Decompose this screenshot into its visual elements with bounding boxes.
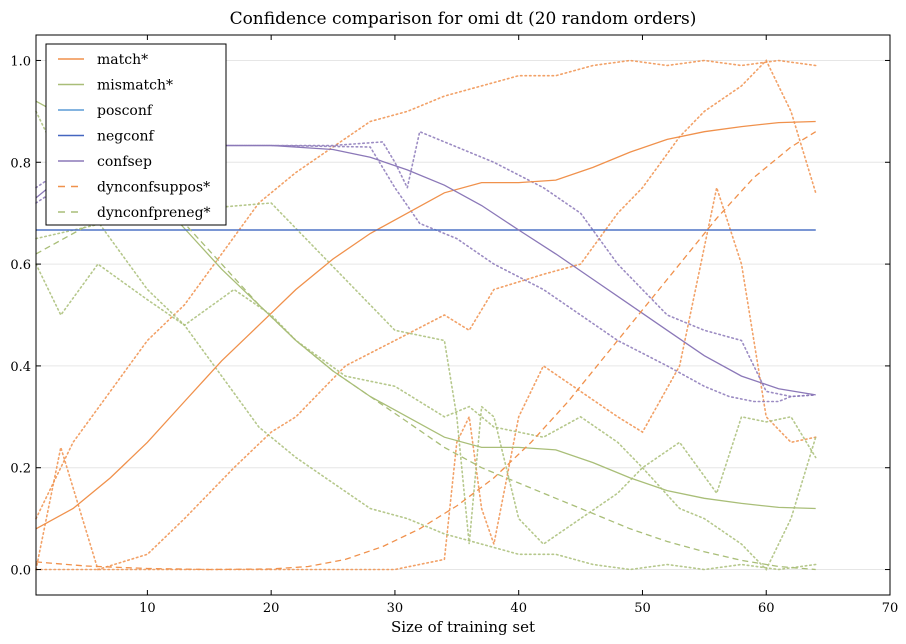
x-tick-label: 40 xyxy=(510,601,527,616)
run-line-dotted xyxy=(35,184,817,571)
legend-label: dynconfpreneg* xyxy=(97,205,211,221)
run-line-dotted xyxy=(35,110,817,571)
axis-ticks: 0.0 0.2 0.4 0.6 0.8 1.0 10 20 30 40 50 60 70 xyxy=(10,35,898,616)
y-tick-label: 0.6 xyxy=(10,258,31,273)
y-tick-label: 0.0 xyxy=(10,564,31,579)
x-tick-label: 10 xyxy=(139,601,156,616)
legend-label: confsep xyxy=(97,154,152,170)
legend-label: negconf xyxy=(97,129,156,145)
x-tick-label: 60 xyxy=(758,601,775,616)
legend-label: posconf xyxy=(97,103,154,119)
series-line-match xyxy=(35,120,816,530)
y-tick-label: 0.4 xyxy=(10,360,31,375)
run-line-dotted xyxy=(35,59,817,571)
x-tick-label: 70 xyxy=(882,601,899,616)
series-line-dynconfpreneg xyxy=(35,202,816,571)
run-line-dotted xyxy=(35,262,817,571)
run-line-dotted xyxy=(35,59,817,520)
legend-label: match* xyxy=(97,52,148,68)
y-tick-label: 0.8 xyxy=(10,156,31,171)
run-line-dotted xyxy=(35,144,817,403)
legend-label: dynconfsuppos* xyxy=(97,180,210,196)
chart-title: Confidence comparison for omi dt (20 ran… xyxy=(230,9,697,29)
legend: match* mismatch* posconf negconf confsep dync… xyxy=(45,43,227,226)
x-tick-label: 30 xyxy=(387,601,404,616)
series-line-dynconfsuppos xyxy=(35,131,817,571)
axes-frame xyxy=(35,34,891,596)
legend-label: mismatch* xyxy=(97,78,173,94)
x-axis-label: Size of training set xyxy=(391,618,535,636)
y-tick-label: 1.0 xyxy=(10,54,31,69)
run-line-dotted xyxy=(35,202,817,546)
x-tick-label: 20 xyxy=(263,601,280,616)
y-tick-label: 0.2 xyxy=(10,462,31,477)
x-tick-label: 50 xyxy=(634,601,651,616)
